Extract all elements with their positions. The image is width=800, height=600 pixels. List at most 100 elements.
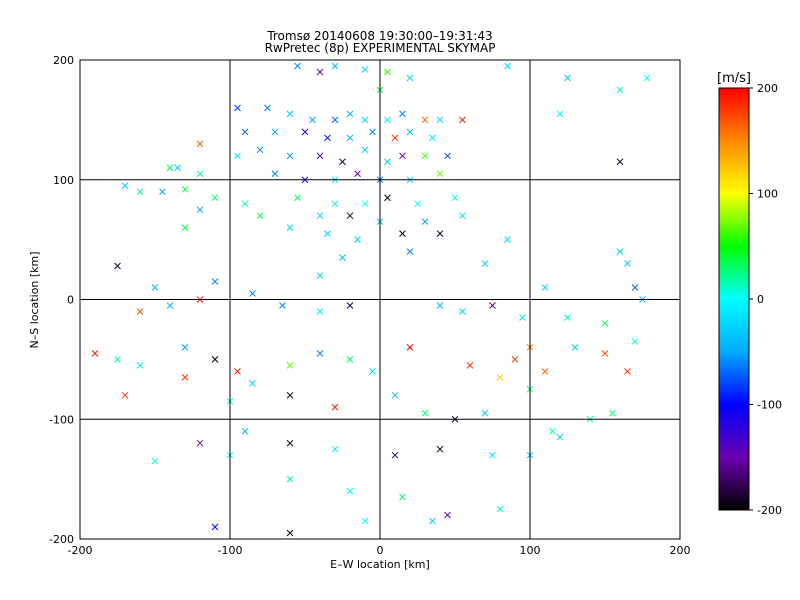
colorbar (718, 87, 750, 511)
data-point (196, 439, 204, 447)
data-point (181, 344, 189, 351)
data-point (249, 290, 256, 297)
data-point (174, 164, 181, 172)
data-point (504, 236, 511, 243)
data-point (339, 254, 346, 261)
data-point (421, 116, 429, 124)
data-point (211, 523, 219, 531)
data-point (496, 373, 504, 381)
data-point (324, 230, 331, 237)
y-tick-label: 200 (53, 54, 74, 67)
colorbar-label: [m/s] (717, 71, 751, 86)
data-point (399, 110, 406, 118)
data-point (406, 128, 414, 136)
data-point (136, 188, 144, 196)
data-point (316, 68, 324, 76)
data-point (384, 68, 391, 76)
data-point (159, 188, 166, 196)
data-point (286, 475, 294, 483)
data-point (459, 212, 466, 220)
data-point (436, 230, 444, 237)
data-point (346, 110, 354, 118)
data-point (481, 409, 489, 417)
data-point (331, 116, 339, 124)
data-point (429, 517, 436, 525)
data-point (406, 248, 414, 255)
x-tick-label: -200 (68, 544, 93, 557)
data-point (166, 302, 174, 309)
data-point (196, 140, 204, 148)
data-point (481, 260, 489, 267)
y-tick-label: 0 (67, 294, 74, 307)
colorbar-tick-label: 100 (757, 188, 778, 201)
data-point (196, 170, 204, 178)
x-tick-label: 0 (377, 544, 384, 557)
data-point (631, 284, 639, 291)
data-point (399, 152, 406, 160)
data-point (181, 185, 189, 193)
data-point (384, 158, 391, 166)
data-point (286, 362, 294, 369)
data-point (361, 116, 369, 124)
data-point (489, 451, 496, 459)
data-point (519, 314, 526, 321)
data-point (571, 344, 579, 351)
data-point (114, 262, 121, 270)
data-point (294, 62, 301, 70)
data-point (331, 445, 339, 453)
data-point (271, 170, 279, 178)
data-point (346, 487, 354, 495)
data-point (286, 110, 294, 118)
data-point (643, 74, 651, 82)
data-point (444, 511, 451, 519)
data-point (271, 128, 279, 136)
data-point (211, 194, 219, 202)
plot-frame (79, 59, 681, 540)
data-point (286, 529, 294, 537)
data-point (151, 457, 159, 465)
data-point (421, 409, 429, 417)
data-point (459, 116, 466, 124)
data-point (234, 367, 241, 375)
data-point (331, 200, 339, 208)
data-point (211, 278, 219, 285)
data-point (384, 116, 391, 124)
data-point (391, 451, 399, 459)
data-point (541, 284, 549, 291)
x-tick-label: 100 (520, 544, 541, 557)
data-point (511, 356, 519, 363)
data-point (316, 152, 324, 160)
data-point (346, 134, 354, 142)
data-point (421, 218, 429, 226)
data-point (556, 110, 564, 118)
data-point (624, 260, 631, 267)
data-point (316, 272, 324, 279)
data-point (466, 362, 474, 369)
y-tick-label: -100 (49, 413, 74, 426)
axis-ticks: -200 -100 0 100 200 -200 -100 0 100 200 (49, 54, 690, 557)
data-point (489, 302, 496, 309)
data-point (564, 74, 571, 82)
data-point (181, 224, 189, 232)
data-point (369, 128, 376, 136)
data-point (496, 505, 504, 513)
data-point (414, 200, 421, 208)
data-point (346, 212, 354, 220)
data-point (241, 427, 249, 435)
data-point (459, 308, 466, 315)
data-point (181, 373, 189, 381)
data-point (196, 206, 204, 214)
x-tick-label: 200 (670, 544, 691, 557)
data-point (399, 230, 406, 237)
data-point (264, 104, 271, 112)
data-point (286, 439, 294, 447)
x-tick-label: -100 (218, 544, 243, 557)
data-point (549, 427, 556, 435)
data-point (234, 104, 241, 112)
data-point (361, 66, 369, 73)
data-point (166, 164, 174, 172)
data-point (444, 152, 451, 160)
data-point (391, 134, 399, 142)
data-point (556, 433, 564, 441)
